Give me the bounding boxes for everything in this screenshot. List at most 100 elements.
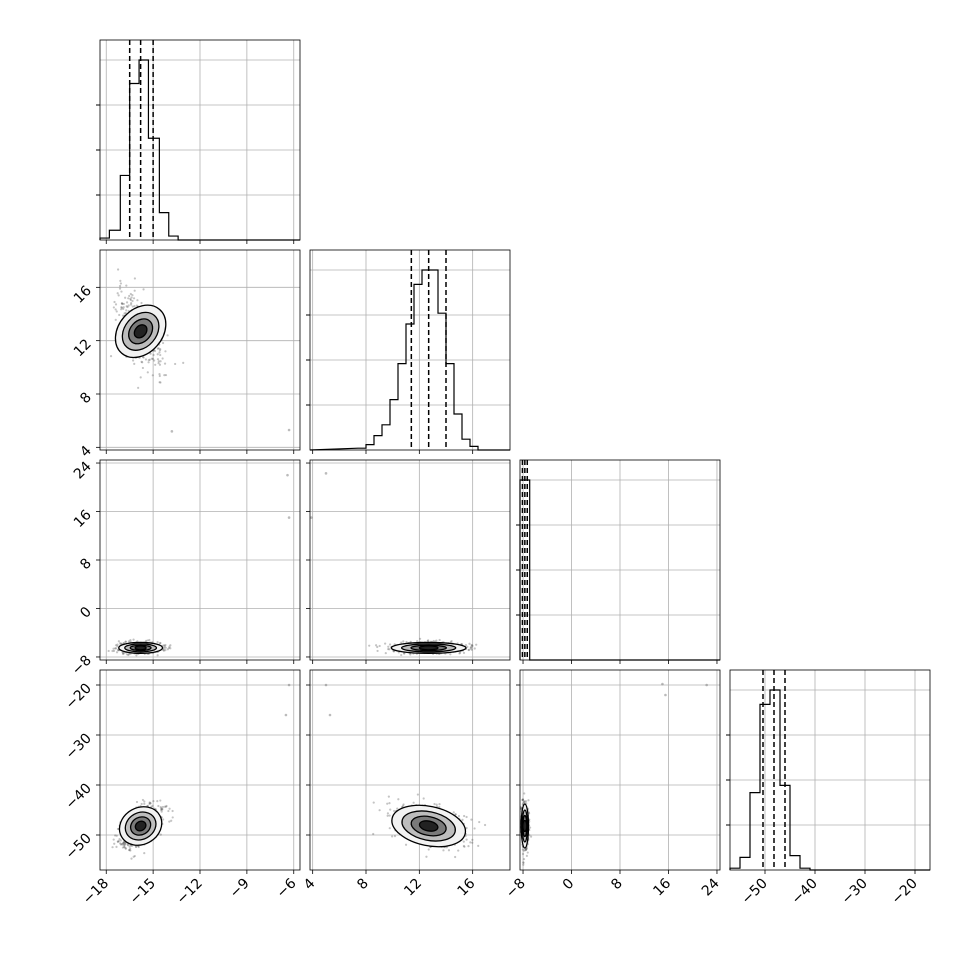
outlier-point bbox=[287, 683, 291, 687]
scatter-point bbox=[121, 652, 125, 656]
scatter-point bbox=[162, 644, 165, 647]
scatter-point bbox=[169, 647, 172, 650]
outlier-point bbox=[328, 713, 332, 717]
contour-level bbox=[522, 819, 528, 833]
histogram-bar bbox=[750, 793, 760, 870]
scatter-cloud bbox=[107, 473, 291, 657]
histogram-bar bbox=[740, 857, 750, 870]
scatter-point bbox=[162, 649, 166, 652]
panel-frame bbox=[99, 249, 301, 451]
scatter-point bbox=[124, 842, 127, 846]
scatter-point bbox=[475, 643, 478, 646]
scatter-point bbox=[125, 653, 129, 656]
scatter-point bbox=[141, 798, 145, 802]
scatter-point bbox=[523, 792, 526, 795]
scatter-point bbox=[392, 650, 395, 653]
scatter-point bbox=[447, 849, 451, 852]
scatter-point bbox=[454, 855, 457, 859]
scatter-point bbox=[405, 640, 408, 644]
scatter-point bbox=[164, 649, 167, 652]
scatter-point bbox=[467, 845, 470, 848]
x-tick-label: −20 bbox=[889, 876, 921, 908]
y-tick-label: 16 bbox=[71, 507, 95, 531]
scatter-point bbox=[113, 300, 116, 304]
scatter-point bbox=[112, 838, 115, 841]
scatter-point bbox=[128, 848, 131, 852]
scatter-point bbox=[162, 648, 165, 651]
outlier-point bbox=[664, 693, 667, 697]
histogram-bar bbox=[438, 313, 446, 450]
scatter-point bbox=[122, 841, 125, 845]
panel-frame bbox=[309, 459, 511, 661]
scatter-point bbox=[126, 305, 129, 309]
outlier-point bbox=[324, 683, 328, 687]
scatter-point bbox=[158, 642, 162, 645]
scatter-point bbox=[477, 844, 480, 848]
scatter-point bbox=[152, 353, 155, 357]
scatter-point bbox=[454, 813, 457, 816]
contour-level bbox=[134, 645, 147, 651]
scatter-point bbox=[388, 643, 392, 646]
scatter-point bbox=[154, 363, 157, 366]
scatter-point bbox=[450, 639, 453, 643]
scatter-point bbox=[419, 637, 422, 640]
scatter-point bbox=[117, 640, 120, 643]
scatter-point bbox=[133, 854, 136, 858]
scatter-point bbox=[128, 845, 131, 848]
scatter-point bbox=[157, 362, 160, 365]
scatter-point bbox=[144, 639, 148, 642]
scatter-point bbox=[416, 640, 419, 643]
scatter-point bbox=[124, 640, 127, 643]
scatter-point bbox=[378, 644, 381, 648]
x-tick-label: 16 bbox=[650, 875, 674, 899]
scatter-point bbox=[166, 648, 169, 651]
y-tick-label: 0 bbox=[77, 604, 95, 622]
scatter-point bbox=[471, 841, 474, 844]
scatter-point bbox=[127, 653, 131, 656]
histogram-bar bbox=[366, 445, 374, 450]
scatter-point bbox=[522, 861, 525, 864]
scatter-point bbox=[124, 311, 127, 315]
scatter-point bbox=[93, 325, 95, 327]
scatter-point bbox=[376, 645, 379, 649]
scatter-point bbox=[387, 648, 390, 651]
x-tick-label: 16 bbox=[455, 875, 479, 899]
scatter-point bbox=[128, 848, 131, 852]
contour-level bbox=[134, 820, 147, 832]
contour-level bbox=[133, 324, 148, 339]
scatter-point bbox=[161, 357, 164, 360]
outlier-point bbox=[287, 516, 291, 519]
scatter-point bbox=[164, 373, 168, 377]
scatter-point bbox=[387, 795, 390, 798]
y-tick-label: 16 bbox=[71, 283, 95, 307]
scatter-point bbox=[396, 807, 399, 810]
scatter-point bbox=[409, 640, 412, 643]
x-tick-label: −9 bbox=[227, 876, 253, 902]
scatter-point bbox=[133, 289, 136, 292]
x-tick-label: −15 bbox=[127, 876, 159, 908]
scatter-point bbox=[156, 641, 159, 644]
outlier-point bbox=[324, 472, 328, 475]
scatter-point bbox=[114, 834, 117, 837]
scatter-point bbox=[125, 284, 128, 287]
scatter-point bbox=[129, 298, 132, 302]
scatter-point bbox=[388, 801, 391, 805]
scatter-point bbox=[121, 846, 125, 849]
histogram-bar bbox=[382, 425, 390, 450]
scatter-point bbox=[471, 838, 474, 841]
scatter-point bbox=[160, 807, 163, 811]
scatter-point bbox=[159, 353, 162, 357]
scatter-point bbox=[129, 639, 132, 642]
scatter-point bbox=[114, 318, 117, 321]
scatter-point bbox=[386, 814, 389, 817]
scatter-point bbox=[174, 362, 177, 366]
scatter-point bbox=[156, 353, 159, 356]
scatter-point bbox=[520, 806, 523, 809]
scatter-point bbox=[372, 832, 375, 836]
scatter-point bbox=[118, 284, 122, 288]
scatter-point bbox=[122, 842, 125, 845]
scatter-point bbox=[141, 366, 144, 370]
scatter-point bbox=[522, 861, 525, 864]
scatter-point bbox=[461, 818, 464, 821]
scatter-point bbox=[127, 304, 130, 307]
